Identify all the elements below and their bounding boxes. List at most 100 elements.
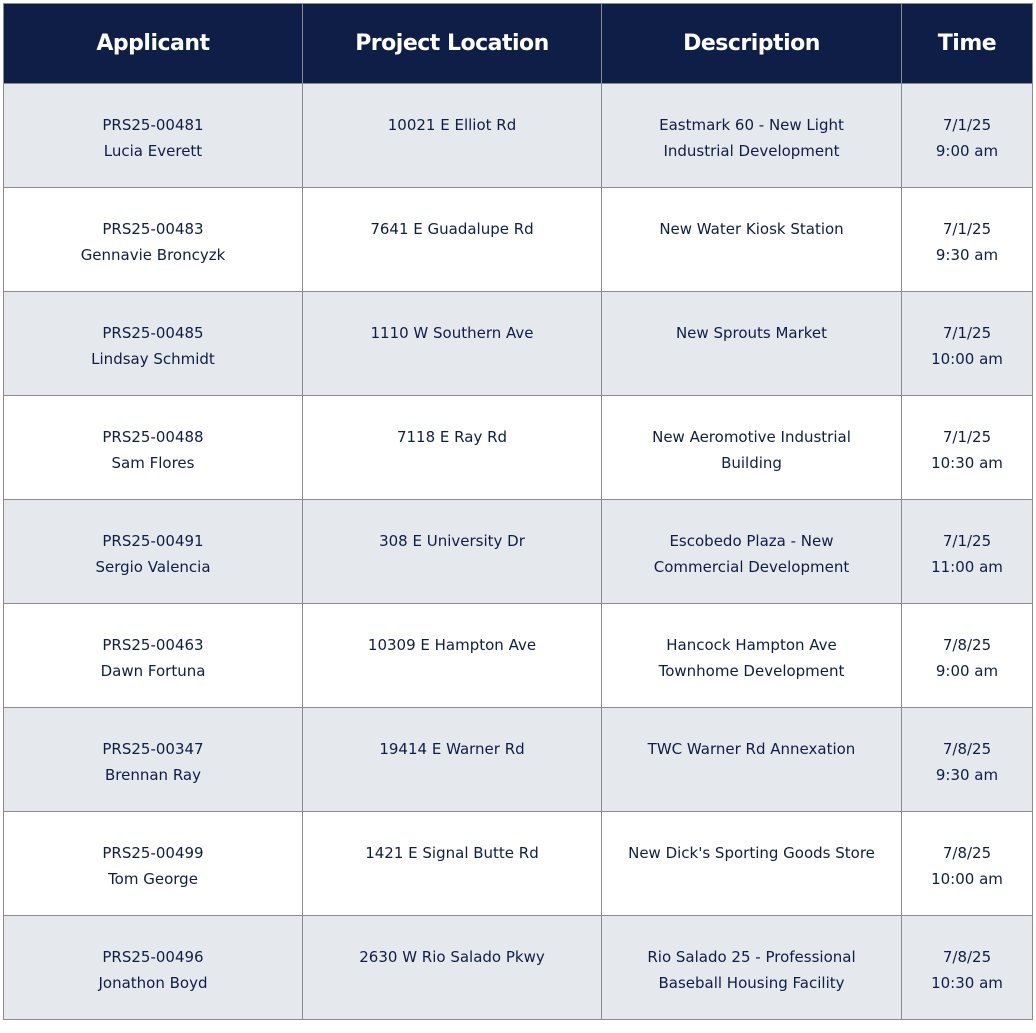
hearing-time: 9:00 am <box>935 662 999 680</box>
applicant-cell: PRS25-00347 Brennan Ray <box>3 707 303 812</box>
project-location: 2630 W Rio Salado Pkwy <box>359 948 545 966</box>
hearing-date: 7/1/25 <box>942 428 992 446</box>
description-cell: Escobedo Plaza - New Commercial Developme… <box>601 499 902 604</box>
applicant-name: Brennan Ray <box>105 766 201 784</box>
hearing-date: 7/1/25 <box>942 324 992 342</box>
header-project-location: Project Location <box>302 3 602 84</box>
location-cell: 2630 W Rio Salado Pkwy <box>302 915 602 1020</box>
location-cell: 1110 W Southern Ave <box>302 291 602 396</box>
permit-id: PRS25-00463 <box>102 636 204 654</box>
description-line: New Aeromotive Industrial <box>652 428 851 446</box>
time-cell: 7/8/25 10:30 am <box>901 915 1033 1020</box>
description-line: Townhome Development <box>658 662 845 680</box>
applicant-cell: PRS25-00491 Sergio Valencia <box>3 499 303 604</box>
description-cell: Hancock Hampton Ave Townhome Development <box>601 603 902 708</box>
applicant-cell: PRS25-00481 Lucia Everett <box>3 83 303 188</box>
permit-id: PRS25-00481 <box>102 116 204 134</box>
header-description: Description <box>601 3 902 84</box>
project-location: 7641 E Guadalupe Rd <box>370 220 534 238</box>
hearing-date: 7/8/25 <box>942 844 992 862</box>
description-cell: Rio Salado 25 - Professional Baseball Hou… <box>601 915 902 1020</box>
permit-id: PRS25-00347 <box>102 740 204 758</box>
description-line: Escobedo Plaza - New <box>669 532 834 550</box>
applicant-name: Gennavie Broncyzk <box>80 246 226 264</box>
location-cell: 1421 E Signal Butte Rd <box>302 811 602 916</box>
table-row: PRS25-00463 Dawn Fortuna 10309 E Hampton A… <box>3 603 1033 708</box>
time-cell: 7/1/25 9:00 am <box>901 83 1033 188</box>
permit-id: PRS25-00496 <box>102 948 204 966</box>
applicant-cell: PRS25-00485 Lindsay Schmidt <box>3 291 303 396</box>
description-line: Industrial Development <box>663 142 840 160</box>
permit-id: PRS25-00499 <box>102 844 204 862</box>
permit-id: PRS25-00491 <box>102 532 204 550</box>
project-location: 7118 E Ray Rd <box>396 428 508 446</box>
description-line: New Water Kiosk Station <box>659 220 844 238</box>
project-location: 1421 E Signal Butte Rd <box>365 844 539 862</box>
permit-id: PRS25-00483 <box>102 220 204 238</box>
description-line: Commercial Development <box>653 558 850 576</box>
table-row: PRS25-00491 Sergio Valencia 308 E Universi… <box>3 499 1033 604</box>
table-row: PRS25-00488 Sam Flores 7118 E Ray Rd New Ae… <box>3 395 1033 500</box>
applicant-cell: PRS25-00483 Gennavie Broncyzk <box>3 187 303 292</box>
location-cell: 10021 E Elliot Rd <box>302 83 602 188</box>
hearing-time: 10:00 am <box>931 870 1003 888</box>
hearing-time: 9:00 am <box>935 142 999 160</box>
hearing-time: 10:30 am <box>931 974 1003 992</box>
applicant-name: Tom George <box>108 870 198 888</box>
applicant-name: Lindsay Schmidt <box>91 350 215 368</box>
description-cell: New Sprouts Market <box>601 291 902 396</box>
hearing-date: 7/8/25 <box>942 948 992 966</box>
description-cell: New Water Kiosk Station <box>601 187 902 292</box>
hearing-date: 7/1/25 <box>942 532 992 550</box>
applicant-name: Sam Flores <box>111 454 195 472</box>
description-cell: TWC Warner Rd Annexation <box>601 707 902 812</box>
table-row: PRS25-00499 Tom George 1421 E Signal Butte… <box>3 811 1033 916</box>
project-location: 1110 W Southern Ave <box>370 324 534 342</box>
hearing-time: 10:30 am <box>931 454 1003 472</box>
header-row: Applicant Project Location Description T… <box>3 3 1033 84</box>
table-row: PRS25-00496 Jonathon Boyd 2630 W Rio Salad… <box>3 915 1033 1020</box>
table-row: PRS25-00485 Lindsay Schmidt 1110 W Souther… <box>3 291 1033 396</box>
description-line: Hancock Hampton Ave <box>666 636 837 654</box>
time-cell: 7/1/25 10:00 am <box>901 291 1033 396</box>
location-cell: 19414 E Warner Rd <box>302 707 602 812</box>
description-line: Baseball Housing Facility <box>658 974 845 992</box>
applicant-cell: PRS25-00488 Sam Flores <box>3 395 303 500</box>
time-cell: 7/8/25 10:00 am <box>901 811 1033 916</box>
table-row: PRS25-00481 Lucia Everett 10021 E Elliot R… <box>3 83 1033 188</box>
description-cell: Eastmark 60 - New Light Industrial Develo… <box>601 83 902 188</box>
header-time: Time <box>901 3 1033 84</box>
applicant-name: Jonathon Boyd <box>98 974 208 992</box>
location-cell: 10309 E Hampton Ave <box>302 603 602 708</box>
description-cell: New Aeromotive Industrial Building <box>601 395 902 500</box>
applicant-cell: PRS25-00463 Dawn Fortuna <box>3 603 303 708</box>
applicant-cell: PRS25-00496 Jonathon Boyd <box>3 915 303 1020</box>
hearing-time: 9:30 am <box>935 766 999 784</box>
permit-id: PRS25-00488 <box>102 428 204 446</box>
location-cell: 7118 E Ray Rd <box>302 395 602 500</box>
time-cell: 7/1/25 10:30 am <box>901 395 1033 500</box>
project-location: 10021 E Elliot Rd <box>387 116 517 134</box>
permit-id: PRS25-00485 <box>102 324 204 342</box>
table-row: PRS25-00483 Gennavie Broncyzk 7641 E Guada… <box>3 187 1033 292</box>
table-row: PRS25-00347 Brennan Ray 19414 E Warner Rd T… <box>3 707 1033 812</box>
description-line: Eastmark 60 - New Light <box>659 116 844 134</box>
hearing-time: 11:00 am <box>931 558 1003 576</box>
applicant-name: Dawn Fortuna <box>100 662 206 680</box>
location-cell: 7641 E Guadalupe Rd <box>302 187 602 292</box>
hearing-date: 7/8/25 <box>942 740 992 758</box>
applicant-cell: PRS25-00499 Tom George <box>3 811 303 916</box>
description-line: Rio Salado 25 - Professional <box>647 948 856 966</box>
header-applicant: Applicant <box>3 3 303 84</box>
description-line: TWC Warner Rd Annexation <box>647 740 856 758</box>
hearing-date: 7/1/25 <box>942 116 992 134</box>
description-line: New Sprouts Market <box>675 324 828 342</box>
time-cell: 7/8/25 9:00 am <box>901 603 1033 708</box>
project-location: 10309 E Hampton Ave <box>367 636 537 654</box>
project-location: 19414 E Warner Rd <box>379 740 525 758</box>
project-location: 308 E University Dr <box>379 532 525 550</box>
time-cell: 7/1/25 9:30 am <box>901 187 1033 292</box>
description-line: Building <box>721 454 782 472</box>
applicant-name: Sergio Valencia <box>95 558 211 576</box>
description-cell: New Dick's Sporting Goods Store <box>601 811 902 916</box>
